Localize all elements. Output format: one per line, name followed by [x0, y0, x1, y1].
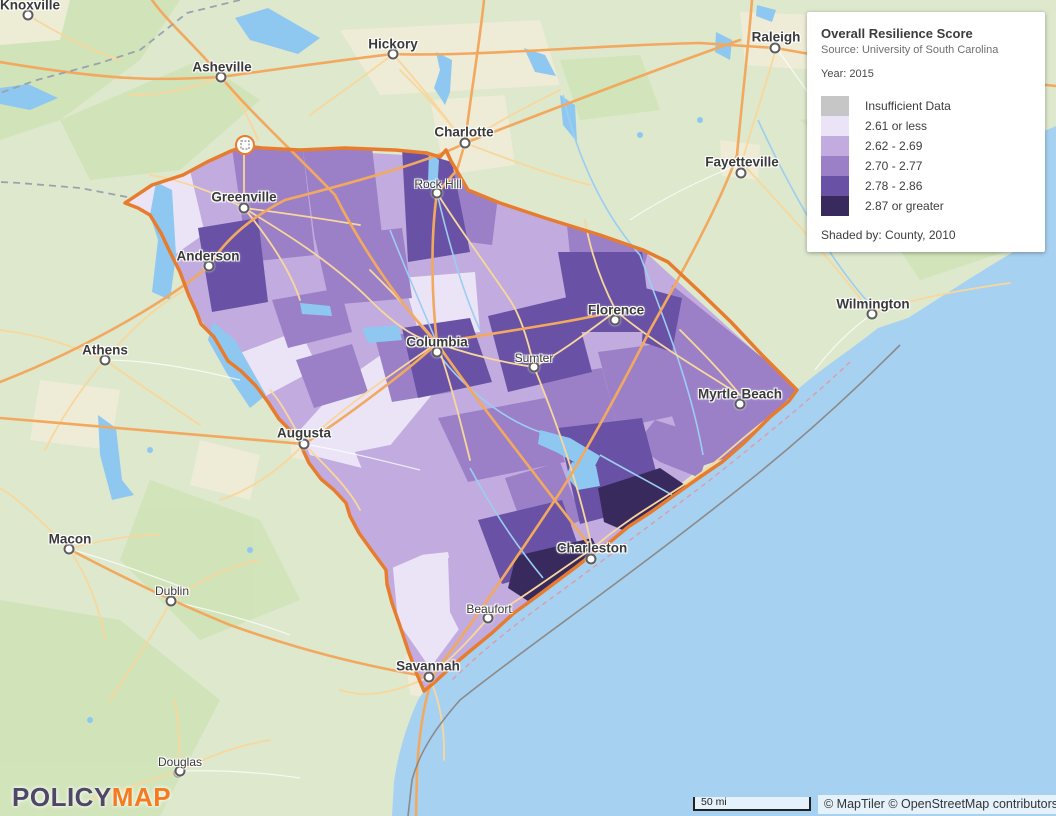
legend-label: 2.61 or less	[865, 119, 928, 133]
scale-label: 50 mi	[701, 796, 727, 808]
poi-icon-small	[173, 768, 183, 778]
beige-patches	[0, 0, 820, 700]
legend-swatch	[821, 96, 849, 116]
legend-label: Insufficient Data	[865, 99, 951, 113]
map-attribution[interactable]: © MapTiler © OpenStreetMap contributors	[818, 795, 1056, 814]
legend-swatch	[821, 196, 849, 216]
legend-title: Overall Resilience Score	[821, 26, 973, 41]
legend-label: 2.70 - 2.77	[865, 159, 923, 173]
policymap-logo[interactable]: POLICYMAP	[12, 782, 171, 813]
logo-map-text: MAP	[111, 782, 172, 812]
legend-panel: Overall Resilience Score Source: Univers…	[807, 12, 1045, 252]
legend-swatch	[821, 136, 849, 156]
dashed-state-borders	[0, 0, 241, 198]
legend-label: 2.78 - 2.86	[865, 179, 923, 193]
legend-swatch	[821, 176, 849, 196]
poi-icon	[235, 135, 255, 155]
legend-swatch	[821, 156, 849, 176]
rivers	[389, 94, 869, 579]
legend-rows: Insufficient Data 2.61 or less 2.62 - 2.69…	[821, 96, 1031, 216]
legend-row: 2.62 - 2.69	[821, 136, 1031, 156]
legend-row: 2.78 - 2.86	[821, 176, 1031, 196]
legend-label: 2.62 - 2.69	[865, 139, 923, 153]
scale-bar: 50 mi	[693, 797, 811, 811]
lakes	[0, 5, 863, 723]
legend-row: 2.87 or greater	[821, 196, 1031, 216]
offshore-route-line	[407, 344, 901, 816]
ocean	[392, 228, 1056, 816]
state-border-south-carolina	[123, 144, 799, 693]
legend-row: 2.61 or less	[821, 116, 1031, 136]
legend-year: Year: 2015	[821, 68, 874, 80]
legend-source: Source: University of South Carolina	[821, 44, 999, 56]
offshore-dashed-line	[451, 361, 851, 681]
logo-policy-text: POLICY	[12, 782, 112, 812]
legend-swatch	[821, 116, 849, 136]
legend-shaded-by: Shaded by: County, 2010	[821, 228, 956, 242]
legend-row: 2.70 - 2.77	[821, 156, 1031, 176]
legend-label: 2.87 or greater	[865, 199, 944, 213]
legend-row: Insufficient Data	[821, 96, 1031, 116]
